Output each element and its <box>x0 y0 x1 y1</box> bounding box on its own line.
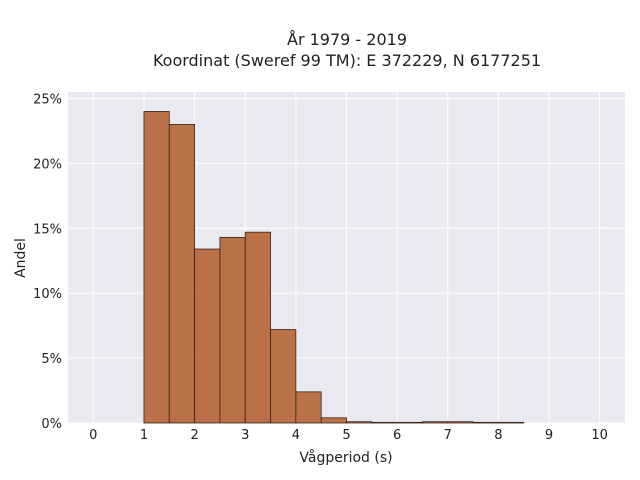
x-tick-label: 10 <box>591 428 608 443</box>
x-tick-label: 0 <box>89 428 97 443</box>
histogram-bar-10 <box>396 421 423 424</box>
histogram-bar-1 <box>168 124 195 424</box>
histogram-bar-8 <box>346 421 373 424</box>
bars <box>143 111 525 424</box>
histogram-bar-5 <box>270 329 297 424</box>
histogram-bar-13 <box>472 421 499 424</box>
x-tick-label: 7 <box>444 428 452 443</box>
chart-title-line-1: År 1979 - 2019 <box>287 30 407 49</box>
y-tick-labels: 0% 5% 10% 15% 20% 25% <box>33 92 62 432</box>
histogram-bar-12 <box>447 421 474 424</box>
histogram-bar-9 <box>371 421 398 424</box>
histogram-bar-14 <box>498 421 525 424</box>
histogram-bar-3 <box>219 236 246 424</box>
y-tick-label: 20% <box>33 157 62 172</box>
y-tick-label: 5% <box>41 352 62 367</box>
y-tick-label: 0% <box>41 417 62 432</box>
y-tick-label: 10% <box>33 287 62 302</box>
x-axis-label: Vågperiod (s) <box>299 449 392 466</box>
chart-title-line-2: Koordinat (Sweref 99 TM): E 372229, N 61… <box>153 51 541 70</box>
y-axis-label: Andel <box>13 238 29 278</box>
histogram-bar-0 <box>143 111 170 424</box>
x-tick-labels: 0 1 2 3 4 5 6 7 8 9 10 <box>89 428 608 443</box>
x-tick-label: 9 <box>545 428 553 443</box>
histogram-bar-6 <box>295 391 322 424</box>
x-tick-label: 1 <box>140 428 148 443</box>
histogram-bar-4 <box>244 231 271 424</box>
y-tick-label: 15% <box>33 222 62 237</box>
x-tick-label: 6 <box>393 428 401 443</box>
y-tick-label: 25% <box>33 92 62 107</box>
x-tick-label: 4 <box>292 428 300 443</box>
x-tick-label: 2 <box>190 428 198 443</box>
histogram-bar-2 <box>194 248 221 424</box>
x-tick-label: 8 <box>494 428 502 443</box>
x-tick-label: 5 <box>342 428 350 443</box>
x-tick-label: 3 <box>241 428 249 443</box>
histogram-bar-11 <box>422 421 449 424</box>
histogram-bar-7 <box>320 417 347 424</box>
